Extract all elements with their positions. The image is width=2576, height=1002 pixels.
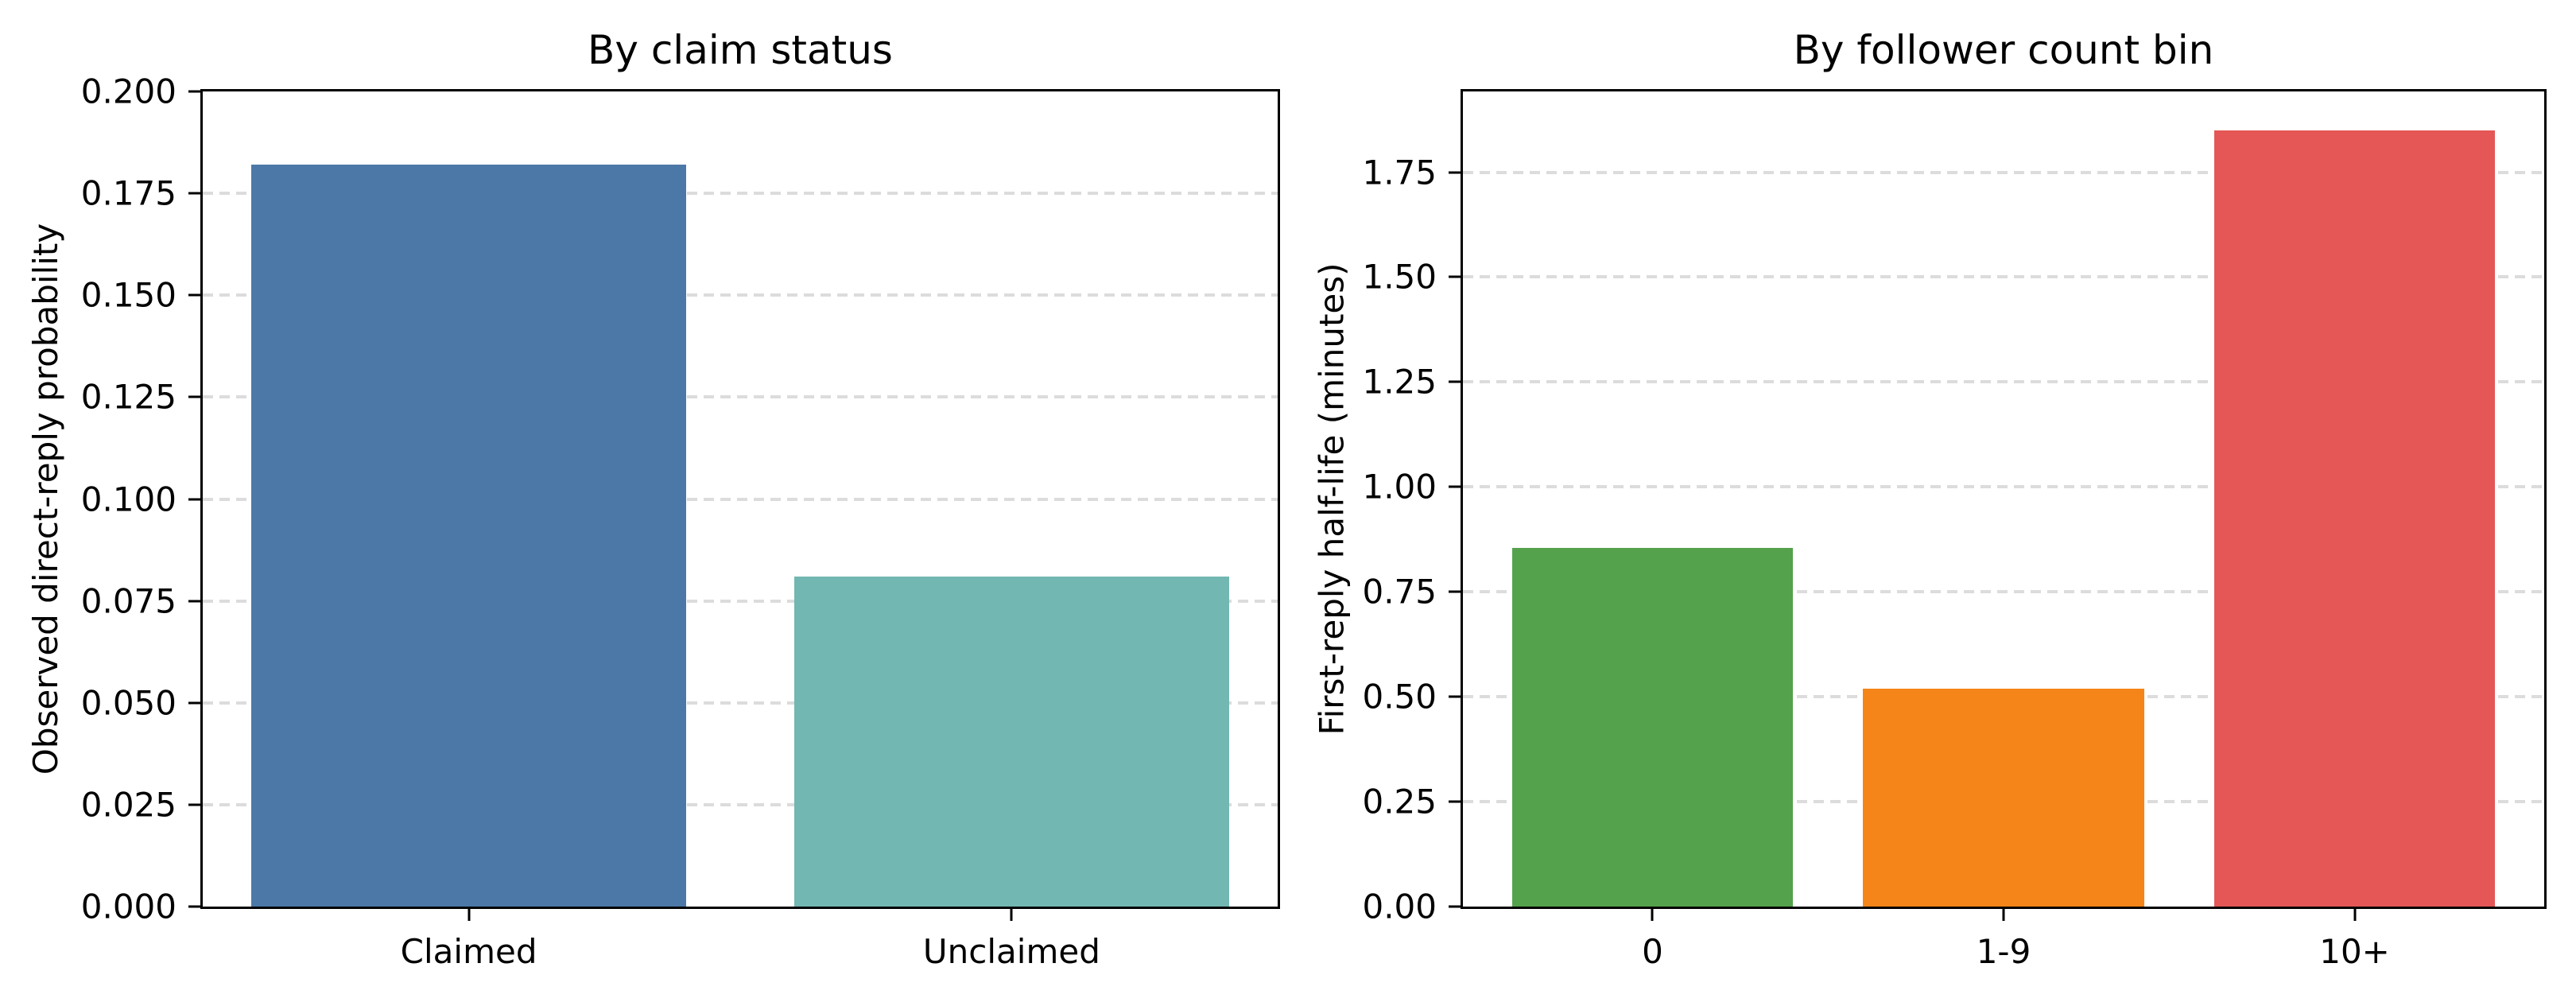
x-tick-label-1-9: 1-9 <box>1976 932 2031 971</box>
y-axis-label: Observed direct-reply probability <box>26 223 66 775</box>
y-axis-label-wrap: Observed direct-reply probability <box>22 91 70 907</box>
x-tick-mark <box>1651 909 1654 921</box>
y-tick-mark <box>1449 695 1461 698</box>
y-tick-mark <box>188 600 200 603</box>
gridline <box>203 192 1278 196</box>
y-tick-mark <box>188 90 200 93</box>
x-tick-mark <box>1010 909 1013 921</box>
y-tick-mark <box>1449 485 1461 488</box>
x-tick-label-unclaimed: Unclaimed <box>922 932 1100 971</box>
bar-1-9 <box>1863 688 2144 907</box>
gridline <box>203 497 1278 501</box>
y-tick-label: 0.100 <box>80 480 177 518</box>
x-tick-label-10-: 10+ <box>2319 932 2390 971</box>
y-tick-label: 0.25 <box>1362 782 1437 821</box>
y-tick-label: 1.50 <box>1362 257 1437 297</box>
y-tick-mark <box>188 701 200 705</box>
gridline <box>1463 485 2544 489</box>
gridline <box>203 599 1278 603</box>
y-tick-mark <box>188 395 200 398</box>
y-tick-label: 0.075 <box>80 581 177 621</box>
y-tick-label: 0.000 <box>80 887 177 926</box>
chart-title: By claim status <box>588 27 893 73</box>
gridline <box>1463 380 2544 384</box>
y-tick-mark <box>1449 171 1461 174</box>
y-tick-label: 0.150 <box>80 275 177 315</box>
y-tick-label: 0.175 <box>80 173 177 213</box>
y-tick-mark <box>1449 380 1461 383</box>
chart-title: By follower count bin <box>1793 27 2214 73</box>
gridline <box>203 395 1278 399</box>
y-tick-label: 0.050 <box>80 683 177 723</box>
y-tick-mark <box>188 905 200 908</box>
x-tick-mark <box>2353 909 2357 921</box>
y-tick-mark <box>188 293 200 297</box>
y-axis-label: First-reply half-life (minutes) <box>1312 262 1352 736</box>
y-tick-label: 0.025 <box>80 785 177 825</box>
y-tick-mark <box>1449 905 1461 908</box>
x-tick-mark <box>467 909 471 921</box>
gridline <box>1463 170 2544 174</box>
y-tick-label: 1.00 <box>1362 467 1437 507</box>
x-tick-mark <box>2002 909 2005 921</box>
y-tick-label: 0.125 <box>80 377 177 417</box>
bar-10- <box>2213 130 2496 907</box>
y-tick-mark <box>188 498 200 500</box>
gridline <box>203 701 1278 705</box>
gridline <box>1463 590 2544 594</box>
bar-claimed <box>251 165 686 907</box>
y-axis-label-wrap: First-reply half-life (minutes) <box>1308 91 1356 907</box>
y-tick-label: 0.50 <box>1362 677 1437 717</box>
bar-0 <box>1511 547 1794 907</box>
y-tick-label: 0.200 <box>80 72 177 111</box>
x-tick-label-0: 0 <box>1642 932 1663 971</box>
x-tick-label-claimed: Claimed <box>400 932 537 971</box>
y-tick-label: 0.00 <box>1362 887 1437 926</box>
plot-area-claim-status: By claim status Observed direct-reply pr… <box>27 27 1280 971</box>
y-tick-label: 1.25 <box>1362 362 1437 402</box>
gridline <box>203 802 1278 806</box>
y-tick-label: 0.75 <box>1362 572 1437 612</box>
y-tick-mark <box>1449 275 1461 278</box>
y-tick-label: 1.75 <box>1362 153 1437 192</box>
y-tick-mark <box>1449 590 1461 593</box>
y-tick-mark <box>188 192 200 195</box>
y-tick-mark <box>1449 800 1461 803</box>
y-tick-mark <box>188 803 200 806</box>
gridline <box>1463 275 2544 279</box>
bar-unclaimed <box>794 576 1229 907</box>
gridline <box>203 293 1278 297</box>
plot-area-follower-count-bin: By follower count bin First-reply half-l… <box>1313 27 2547 971</box>
